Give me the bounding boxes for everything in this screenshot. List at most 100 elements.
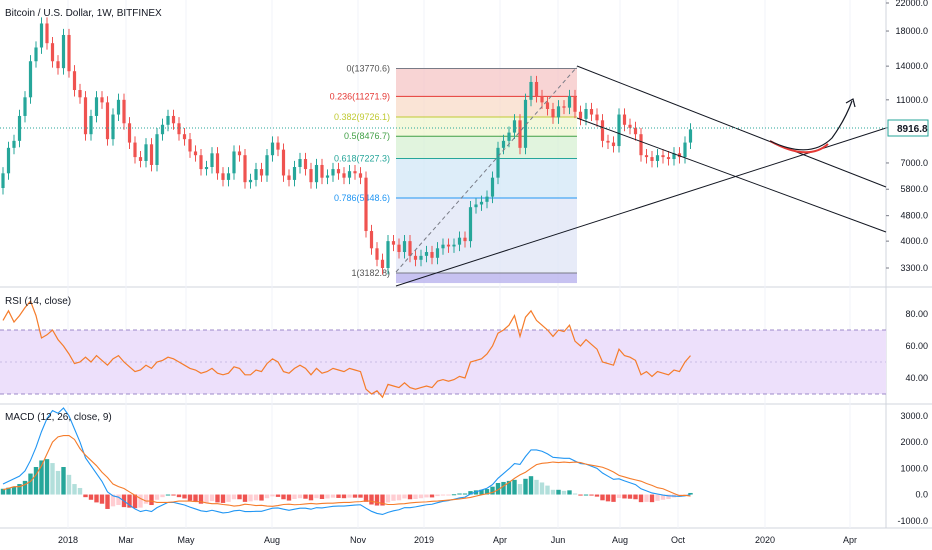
candle-body-12: [67, 34, 71, 72]
macd-hist-bar-5: [28, 473, 33, 495]
time-tick-label-4: Nov: [350, 535, 367, 545]
candle-body-40: [221, 173, 225, 180]
time-tick-label-11: Apr: [843, 535, 857, 545]
candle-body-80: [441, 244, 445, 249]
macd-hist-bar-40: [220, 494, 226, 503]
macd-hist-bar-51: [281, 494, 286, 500]
candle-body-119: [655, 155, 660, 161]
time-tick-label-1: Mar: [118, 535, 134, 545]
macd-hist-bar-68: [374, 494, 380, 506]
macd-hist-bar-87: [479, 489, 484, 495]
candle-body-4: [23, 97, 27, 116]
candle-body-93: [512, 120, 517, 133]
macd-hist-bar-18: [99, 494, 105, 504]
macd-hist-bar-6: [33, 467, 39, 495]
macd-hist-bar-99: [545, 485, 550, 495]
price-axis[interactable]: 22000.018000.014000.011000.09000.07000.0…: [886, 0, 928, 526]
candle-body-52: [287, 175, 291, 180]
macd-hist-bar-70: [385, 494, 391, 503]
time-tick-label-7: Jun: [551, 535, 566, 545]
macd-hist-bar-103: [567, 490, 572, 495]
candle-body-14: [78, 90, 82, 98]
candle-body-71: [391, 241, 396, 245]
candle-body-30: [166, 115, 170, 125]
candle-body-49: [270, 142, 275, 156]
price-tick-label-0: 22000.0: [895, 0, 928, 8]
candle-body-76: [419, 255, 423, 260]
macd-hist-bar-73: [402, 494, 407, 499]
candle-body-33: [182, 134, 187, 140]
macd-hist-bar-100: [550, 489, 556, 495]
macd-hist-bar-39: [215, 494, 220, 503]
macd-hist-bar-45: [248, 494, 253, 502]
trendline-drawings[interactable]: [395, 65, 887, 287]
time-tick-label-0: 2018: [58, 535, 78, 545]
candle-body-9: [50, 43, 55, 62]
candle-body-78: [430, 252, 434, 258]
candle-body-38: [210, 153, 214, 168]
macd-hist-bar-85: [468, 491, 473, 495]
macd-hist-bar-77: [424, 494, 429, 498]
macd-hist-bar-80: [440, 494, 446, 496]
candle-body-45: [248, 179, 253, 183]
macd-hist-bar-88: [484, 489, 490, 495]
trendline-support[interactable]: [395, 127, 887, 287]
candle-body-68: [375, 248, 379, 260]
candle-body-25: [138, 157, 143, 161]
candle-body-27: [149, 144, 154, 165]
macd-hist-bar-19: [105, 494, 110, 509]
candle-body-69: [380, 259, 385, 268]
trendline-lower[interactable]: [576, 117, 887, 233]
rsi-tick-label-2: 40.00: [905, 373, 928, 383]
macd-hist-bar-9: [50, 463, 55, 495]
chart-title: Bitcoin / U.S. Dollar, 1W, BITFINEX: [5, 8, 162, 19]
macd-line: [2, 407, 691, 516]
candle-body-64: [353, 171, 357, 174]
macd-hist-bar-109: [600, 494, 605, 501]
candle-body-74: [408, 241, 412, 256]
candle-body-117: [644, 155, 649, 158]
candle-body-0: [1, 173, 5, 189]
candle-body-90: [496, 147, 500, 178]
macd-hist-bar-60: [330, 494, 336, 498]
macd-hist-bar-78: [429, 494, 435, 498]
macd-hist-bar-0: [0, 488, 6, 495]
candle-body-48: [265, 155, 269, 176]
rsi-tick-label-1: 60.00: [905, 341, 928, 351]
macd-hist-bar-118: [649, 494, 655, 503]
time-axis[interactable]: 2018 Mar May Aug Nov 2019 Apr Jun Aug Oct 2020 Apr: [58, 535, 857, 545]
macd-hist-bar-72: [396, 494, 402, 501]
macd-hist-bar-121: [666, 494, 671, 499]
rsi-band: [0, 330, 886, 394]
candle-body-28: [155, 134, 159, 165]
candle-body-124: [683, 142, 687, 158]
candle-body-105: [578, 111, 583, 119]
candle-body-120: [661, 155, 665, 158]
macd-hist-bar-89: [490, 486, 495, 495]
fib-zone-1: [396, 96, 577, 118]
trendline-upper[interactable]: [576, 65, 887, 188]
macd-hist-bar-84: [462, 493, 468, 495]
candle-body-82: [452, 244, 456, 247]
macd-hist-bar-120: [660, 494, 666, 500]
projection-arrow[interactable]: [769, 100, 853, 151]
fib-diagonal[interactable]: [395, 66, 578, 273]
candle-body-94: [518, 120, 522, 148]
macd-hist-bar-17: [94, 494, 99, 503]
fib-level-label-4: 0.618(7227.3): [334, 153, 390, 163]
candle-body-104: [573, 96, 577, 112]
macd-pane: [0, 407, 693, 516]
candle-body-67: [369, 231, 374, 249]
price-tick-label-2: 14000.0: [895, 61, 928, 71]
macd-hist-bar-46: [253, 494, 259, 501]
macd-hist-bar-64: [352, 494, 358, 498]
price-tick-label-9: 3300.0: [900, 263, 928, 273]
macd-hist-bar-25: [138, 494, 143, 508]
candle-body-36: [199, 155, 203, 170]
candle-body-108: [595, 114, 599, 121]
macd-hist-bar-20: [110, 494, 116, 507]
macd-hist-bar-75: [413, 494, 418, 499]
candle-body-102: [562, 106, 566, 108]
fibonacci-retracement[interactable]: 0(13770.6) 0.236(11271.9) 0.382(9726.1) 0.5…: [330, 63, 577, 284]
candle-body-110: [606, 140, 610, 143]
